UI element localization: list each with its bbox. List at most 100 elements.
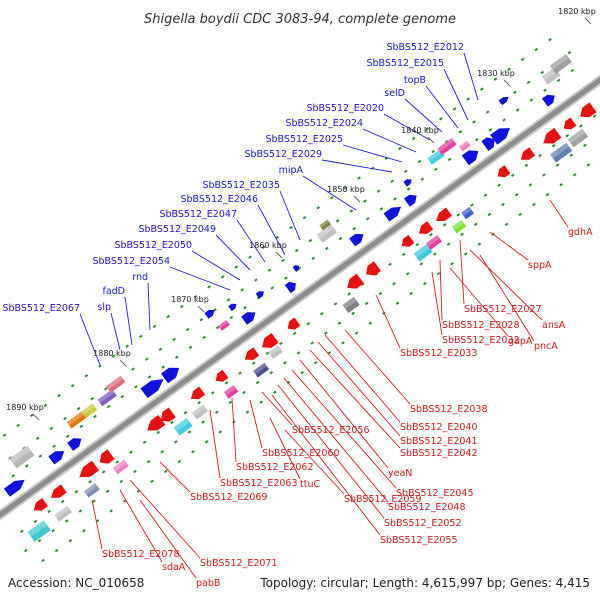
track-tick <box>51 529 55 533</box>
track-tick <box>388 262 392 267</box>
track-tick <box>520 57 525 62</box>
track-tick <box>243 306 247 310</box>
track-tick <box>187 430 192 434</box>
reverse-gene-label: gdhA <box>568 227 593 238</box>
forward-gene-label: mipA <box>279 165 304 176</box>
track-tick <box>201 420 205 424</box>
reverse-label-leader <box>324 334 401 423</box>
track-tick <box>270 286 275 290</box>
track-tick <box>528 183 533 187</box>
track-tick <box>357 176 361 180</box>
track-tick <box>254 278 258 282</box>
track-tick <box>255 380 260 385</box>
track-tick <box>146 459 151 464</box>
track-tick <box>76 406 81 411</box>
reverse-gene-feature <box>215 369 229 382</box>
track-tick <box>460 232 464 236</box>
forward-gene-label: SbBS512_E2025 <box>265 134 343 145</box>
position-label: 1860 kbp <box>249 241 287 250</box>
track-tick <box>583 143 587 147</box>
track-tick <box>234 265 239 269</box>
reverse-label-leader <box>249 399 263 449</box>
forward-gene-feature <box>67 438 82 451</box>
track-tick <box>310 341 314 345</box>
track-tick <box>341 341 345 345</box>
track-tick <box>534 47 539 52</box>
position-tick <box>119 359 127 367</box>
track-tick <box>90 397 95 401</box>
track-tick <box>197 401 201 405</box>
track-tick <box>224 381 229 385</box>
track-tick <box>393 197 397 201</box>
track-tick <box>125 344 130 348</box>
reverse-gene-label: SbBS512_E2059 <box>344 494 422 505</box>
reverse-label-leader <box>291 369 397 489</box>
track-tick <box>245 410 250 414</box>
track-tick <box>474 222 478 227</box>
reverse-label-leader <box>309 349 401 449</box>
track-tick <box>316 206 320 210</box>
track-tick <box>16 423 20 427</box>
forward-gene-label: SbBS512_E2054 <box>92 256 170 267</box>
track-tick <box>411 136 416 141</box>
forward-label-leader <box>463 52 479 101</box>
forward-gene-feature <box>498 96 509 106</box>
position-label: 1840 kbp <box>401 126 439 135</box>
track-tick <box>47 509 51 514</box>
track-tick <box>513 90 517 94</box>
topology-text: Topology: circular; Length: 4,615,997 bp… <box>259 576 590 590</box>
feature-block <box>461 206 475 220</box>
track-tick <box>518 212 523 217</box>
track-tick <box>352 226 356 231</box>
forward-gene-feature <box>284 281 296 294</box>
reverse-gene-label: sppA <box>528 260 552 271</box>
track-tick <box>363 199 367 203</box>
track-tick <box>436 272 441 276</box>
reverse-gene-feature <box>244 347 260 361</box>
track-tick <box>311 256 315 260</box>
track-tick <box>24 548 28 553</box>
forward-gene-label: slp <box>97 302 111 313</box>
track-tick <box>504 222 509 226</box>
reverse-label-leader <box>209 409 221 479</box>
track-tick <box>68 538 73 543</box>
forward-gene-label: selD <box>384 88 405 99</box>
reverse-gene-label: SbBS512_E2045 <box>396 488 474 499</box>
position-tick <box>584 17 592 25</box>
reverse-label-leader <box>91 499 103 550</box>
track-tick <box>292 331 297 336</box>
track-tick <box>64 519 69 523</box>
position-label: 1880 kbp <box>93 349 131 358</box>
reverse-gene-feature <box>287 317 301 330</box>
position-tick <box>503 79 511 87</box>
forward-gene-label: SbBS512_E2020 <box>306 103 384 114</box>
track-tick <box>502 118 506 122</box>
forward-label-leader <box>383 113 431 141</box>
track-tick <box>29 413 34 418</box>
track-tick <box>177 459 182 464</box>
reverse-gene-label: SbBS512_E2042 <box>400 448 478 459</box>
track-tick <box>267 268 272 272</box>
reverse-gene-feature <box>99 449 115 464</box>
track-tick <box>343 186 348 190</box>
track-tick <box>156 430 161 435</box>
forward-gene-label: SbBS512_E2029 <box>244 149 322 160</box>
reverse-label-leader <box>449 267 509 337</box>
feature-block <box>9 445 35 469</box>
track-tick <box>425 126 430 131</box>
reverse-gene-label: pabB <box>196 578 220 589</box>
track-tick <box>283 361 287 365</box>
reverse-gene-label: SbBS512_E2033 <box>400 348 478 359</box>
track-tick <box>49 426 54 431</box>
reverse-gene-label: sdaA <box>162 562 186 573</box>
feature-block <box>567 128 589 148</box>
forward-gene-feature <box>3 479 25 497</box>
reverse-gene-label: SbBS512_E2063 <box>220 478 298 489</box>
position-tick <box>427 136 435 144</box>
forward-label-leader <box>425 85 459 129</box>
reverse-gene-feature <box>497 165 511 178</box>
track-tick <box>514 193 519 197</box>
track-tick <box>74 490 79 494</box>
track-tick <box>320 312 324 316</box>
track-tick <box>144 357 149 361</box>
